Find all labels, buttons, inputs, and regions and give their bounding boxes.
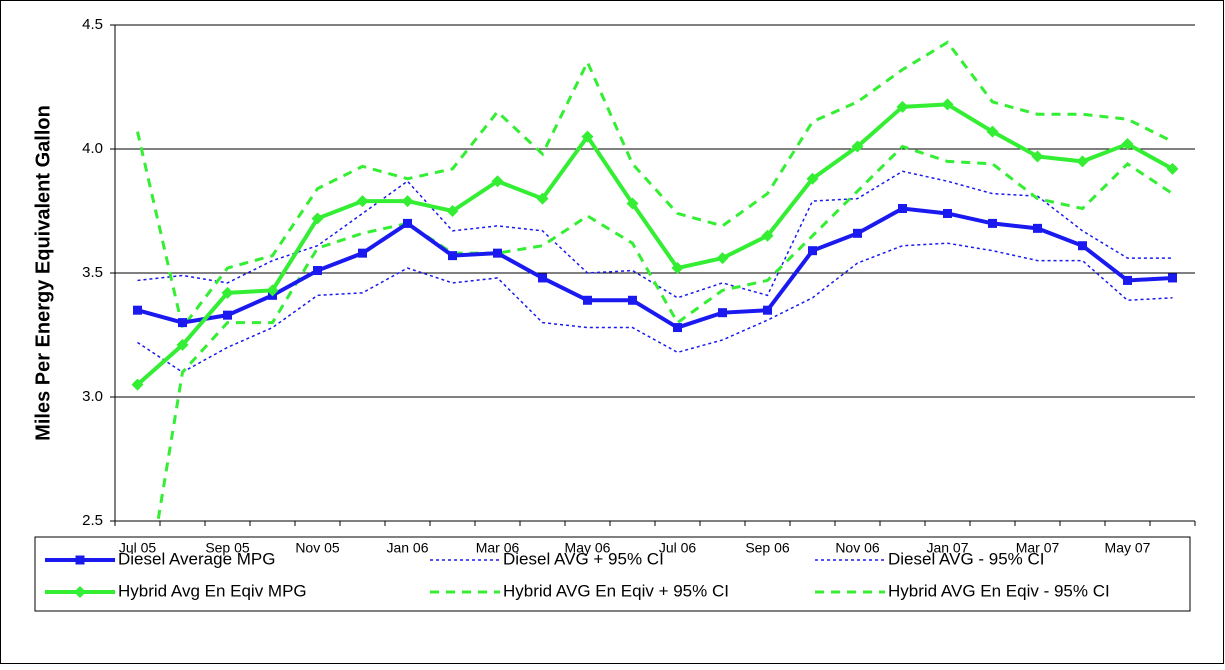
marker <box>943 208 952 218</box>
series-line <box>136 102 1174 387</box>
x-tick-label: May 07 <box>1105 540 1151 556</box>
marker <box>403 218 412 228</box>
marker <box>1168 273 1177 283</box>
marker <box>986 125 999 138</box>
x-tick-label: May 06 <box>565 540 611 556</box>
marker <box>538 273 547 283</box>
x-tick-label: Jul 06 <box>659 540 697 556</box>
marker <box>133 305 142 315</box>
x-tick-label: Nov 05 <box>295 540 340 556</box>
series-line <box>136 206 1173 330</box>
marker <box>628 295 637 305</box>
legend-label: Hybrid Avg En Eqiv MPG <box>118 581 307 600</box>
marker <box>583 295 592 305</box>
marker <box>761 229 774 242</box>
marker <box>941 98 954 111</box>
y-tick-label: 3.5 <box>82 264 103 281</box>
plot-area <box>131 40 1179 521</box>
marker <box>178 318 187 328</box>
marker <box>311 212 324 225</box>
marker <box>896 100 909 113</box>
x-tick-label: Mar 06 <box>476 540 520 556</box>
x-tick-label: Sep 06 <box>745 540 790 556</box>
marker <box>851 140 864 153</box>
legend-label: Diesel AVG - 95% CI <box>888 549 1045 568</box>
x-tick-label: Sep 05 <box>205 540 250 556</box>
marker <box>221 286 234 299</box>
marker <box>536 192 549 205</box>
x-tick-label: Mar 07 <box>1016 540 1060 556</box>
legend-label: Diesel Average MPG <box>118 549 275 568</box>
marker <box>448 251 457 261</box>
marker <box>356 195 369 208</box>
series-line <box>156 144 1174 521</box>
marker <box>446 205 459 217</box>
marker <box>493 248 502 258</box>
marker <box>806 172 819 185</box>
marker <box>671 262 684 275</box>
marker <box>358 248 367 258</box>
marker <box>75 555 85 565</box>
x-tick-label: Jan 06 <box>386 540 428 556</box>
y-tick-label: 3.0 <box>82 388 103 405</box>
marker <box>716 252 729 265</box>
legend-box <box>34 536 1191 612</box>
marker <box>401 195 414 208</box>
x-tick-label: Nov 06 <box>835 540 880 556</box>
x-tick-label: Jul 05 <box>119 540 157 556</box>
marker <box>763 305 772 315</box>
series-line <box>136 40 1174 332</box>
y-tick-label: 4.5 <box>82 16 103 33</box>
marker <box>1033 223 1042 233</box>
legend-label: Hybrid AVG En Eqiv + 95% CI <box>503 581 729 600</box>
marker <box>1123 275 1132 285</box>
legend-label: Hybrid AVG En Eqiv - 95% CI <box>888 581 1110 600</box>
marker <box>74 586 86 598</box>
marker <box>1121 138 1134 151</box>
marker <box>853 228 862 238</box>
marker <box>176 338 189 351</box>
marker <box>1031 150 1044 163</box>
marker <box>988 218 997 228</box>
marker <box>898 204 907 214</box>
marker <box>718 308 727 318</box>
marker <box>626 197 639 210</box>
series-line <box>137 242 1173 374</box>
marker <box>1166 162 1179 175</box>
marker <box>673 323 682 333</box>
marker <box>266 284 279 297</box>
legend-label: Diesel AVG + 95% CI <box>503 549 664 568</box>
y-axis-title: Miles Per Energy Equivalent Gallon <box>32 105 54 441</box>
marker <box>808 246 817 256</box>
y-tick-label: 4.0 <box>82 140 103 157</box>
marker <box>581 130 594 143</box>
marker <box>1078 241 1087 251</box>
marker <box>491 175 504 188</box>
marker <box>131 378 144 391</box>
marker <box>313 266 322 276</box>
x-tick-label: Jan 07 <box>926 540 968 556</box>
marker <box>223 310 232 320</box>
y-tick-label: 2.5 <box>82 512 103 529</box>
marker <box>1076 155 1089 168</box>
